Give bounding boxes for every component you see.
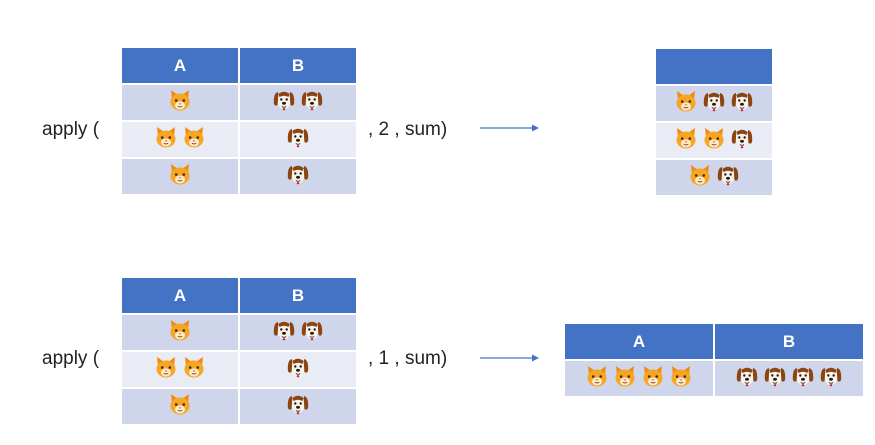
dog-face-icon <box>764 367 786 387</box>
dog-face-icon <box>731 129 753 149</box>
dog-group <box>272 88 324 112</box>
cat-face-icon <box>676 91 696 112</box>
cat-face-icon <box>184 127 204 148</box>
cat-group <box>168 162 192 186</box>
dog-face-icon <box>301 91 323 111</box>
dog-face-icon <box>287 395 309 415</box>
cat-group <box>154 125 206 149</box>
cat-group <box>585 364 693 388</box>
cat-face-icon <box>676 128 696 149</box>
cat-face-icon <box>156 127 176 148</box>
cat-face-icon <box>615 366 635 387</box>
column-header-a: A <box>563 322 715 361</box>
output-header <box>654 47 774 86</box>
column-header-a: A <box>120 276 240 315</box>
dog-face-icon <box>731 92 753 112</box>
apply-prefix-1: apply ( <box>42 119 100 140</box>
cat-face-icon <box>704 128 724 149</box>
column-header-a: A <box>120 46 240 85</box>
dog-face-icon <box>736 367 758 387</box>
cat-face-icon <box>587 366 607 387</box>
mixed-group <box>674 126 754 150</box>
dog-group <box>735 364 843 388</box>
dog-face-icon <box>273 321 295 341</box>
column-header-b: B <box>238 276 358 315</box>
dog-group <box>286 355 310 379</box>
dog-face-icon <box>287 165 309 185</box>
arrow-icon <box>480 354 539 362</box>
dog-face-icon <box>273 91 295 111</box>
dog-face-icon <box>301 321 323 341</box>
apply-args-2: , 1 , sum) <box>368 348 448 369</box>
output-table-2: A B <box>563 322 865 398</box>
dog-face-icon <box>792 367 814 387</box>
column-header-b: B <box>713 322 865 361</box>
apply-args-1: , 2 , sum) <box>368 119 448 140</box>
output-table-1 <box>654 47 774 197</box>
column-header-b: B <box>238 46 358 85</box>
cat-face-icon <box>170 394 190 415</box>
cat-face-icon <box>170 320 190 341</box>
dog-face-icon <box>717 166 739 186</box>
input-table-2: A B <box>120 276 358 426</box>
dog-face-icon <box>820 367 842 387</box>
cat-group <box>168 88 192 112</box>
dog-face-icon <box>703 92 725 112</box>
dog-group <box>286 125 310 149</box>
dog-face-icon <box>287 358 309 378</box>
cat-group <box>168 392 192 416</box>
dog-group <box>272 318 324 342</box>
cat-group <box>154 355 206 379</box>
cat-face-icon <box>170 90 190 111</box>
dog-group <box>286 392 310 416</box>
cat-face-icon <box>643 366 663 387</box>
dog-face-icon <box>287 128 309 148</box>
cat-face-icon <box>170 164 190 185</box>
cat-group <box>168 318 192 342</box>
input-table-1: A B <box>120 46 358 196</box>
dog-group <box>286 162 310 186</box>
mixed-group <box>688 163 740 187</box>
cat-face-icon <box>690 165 710 186</box>
cat-face-icon <box>156 357 176 378</box>
cat-face-icon <box>671 366 691 387</box>
cat-face-icon <box>184 357 204 378</box>
arrow-icon <box>480 124 539 132</box>
apply-prefix-2: apply ( <box>42 348 100 369</box>
mixed-group <box>674 89 754 113</box>
